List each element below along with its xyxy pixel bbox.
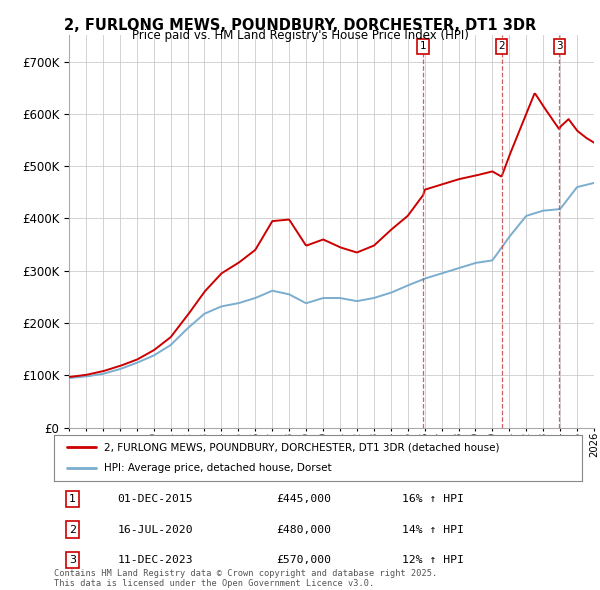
Text: 2: 2: [69, 525, 76, 535]
Text: HPI: Average price, detached house, Dorset: HPI: Average price, detached house, Dors…: [104, 463, 332, 473]
Text: Contains HM Land Registry data © Crown copyright and database right 2025.
This d: Contains HM Land Registry data © Crown c…: [54, 569, 437, 588]
Text: £570,000: £570,000: [276, 555, 331, 565]
Text: 16% ↑ HPI: 16% ↑ HPI: [403, 494, 464, 504]
Text: 3: 3: [69, 555, 76, 565]
Text: 2, FURLONG MEWS, POUNDBURY, DORCHESTER, DT1 3DR (detached house): 2, FURLONG MEWS, POUNDBURY, DORCHESTER, …: [104, 442, 500, 453]
Text: £480,000: £480,000: [276, 525, 331, 535]
Text: Price paid vs. HM Land Registry's House Price Index (HPI): Price paid vs. HM Land Registry's House …: [131, 30, 469, 42]
Text: 2, FURLONG MEWS, POUNDBURY, DORCHESTER, DT1 3DR: 2, FURLONG MEWS, POUNDBURY, DORCHESTER, …: [64, 18, 536, 32]
Text: 1: 1: [69, 494, 76, 504]
Text: £445,000: £445,000: [276, 494, 331, 504]
Text: 1: 1: [420, 41, 427, 51]
Text: 12% ↑ HPI: 12% ↑ HPI: [403, 555, 464, 565]
Text: 11-DEC-2023: 11-DEC-2023: [118, 555, 193, 565]
Text: 14% ↑ HPI: 14% ↑ HPI: [403, 525, 464, 535]
Text: 01-DEC-2015: 01-DEC-2015: [118, 494, 193, 504]
Text: 3: 3: [556, 41, 563, 51]
Text: 2: 2: [498, 41, 505, 51]
Text: 16-JUL-2020: 16-JUL-2020: [118, 525, 193, 535]
